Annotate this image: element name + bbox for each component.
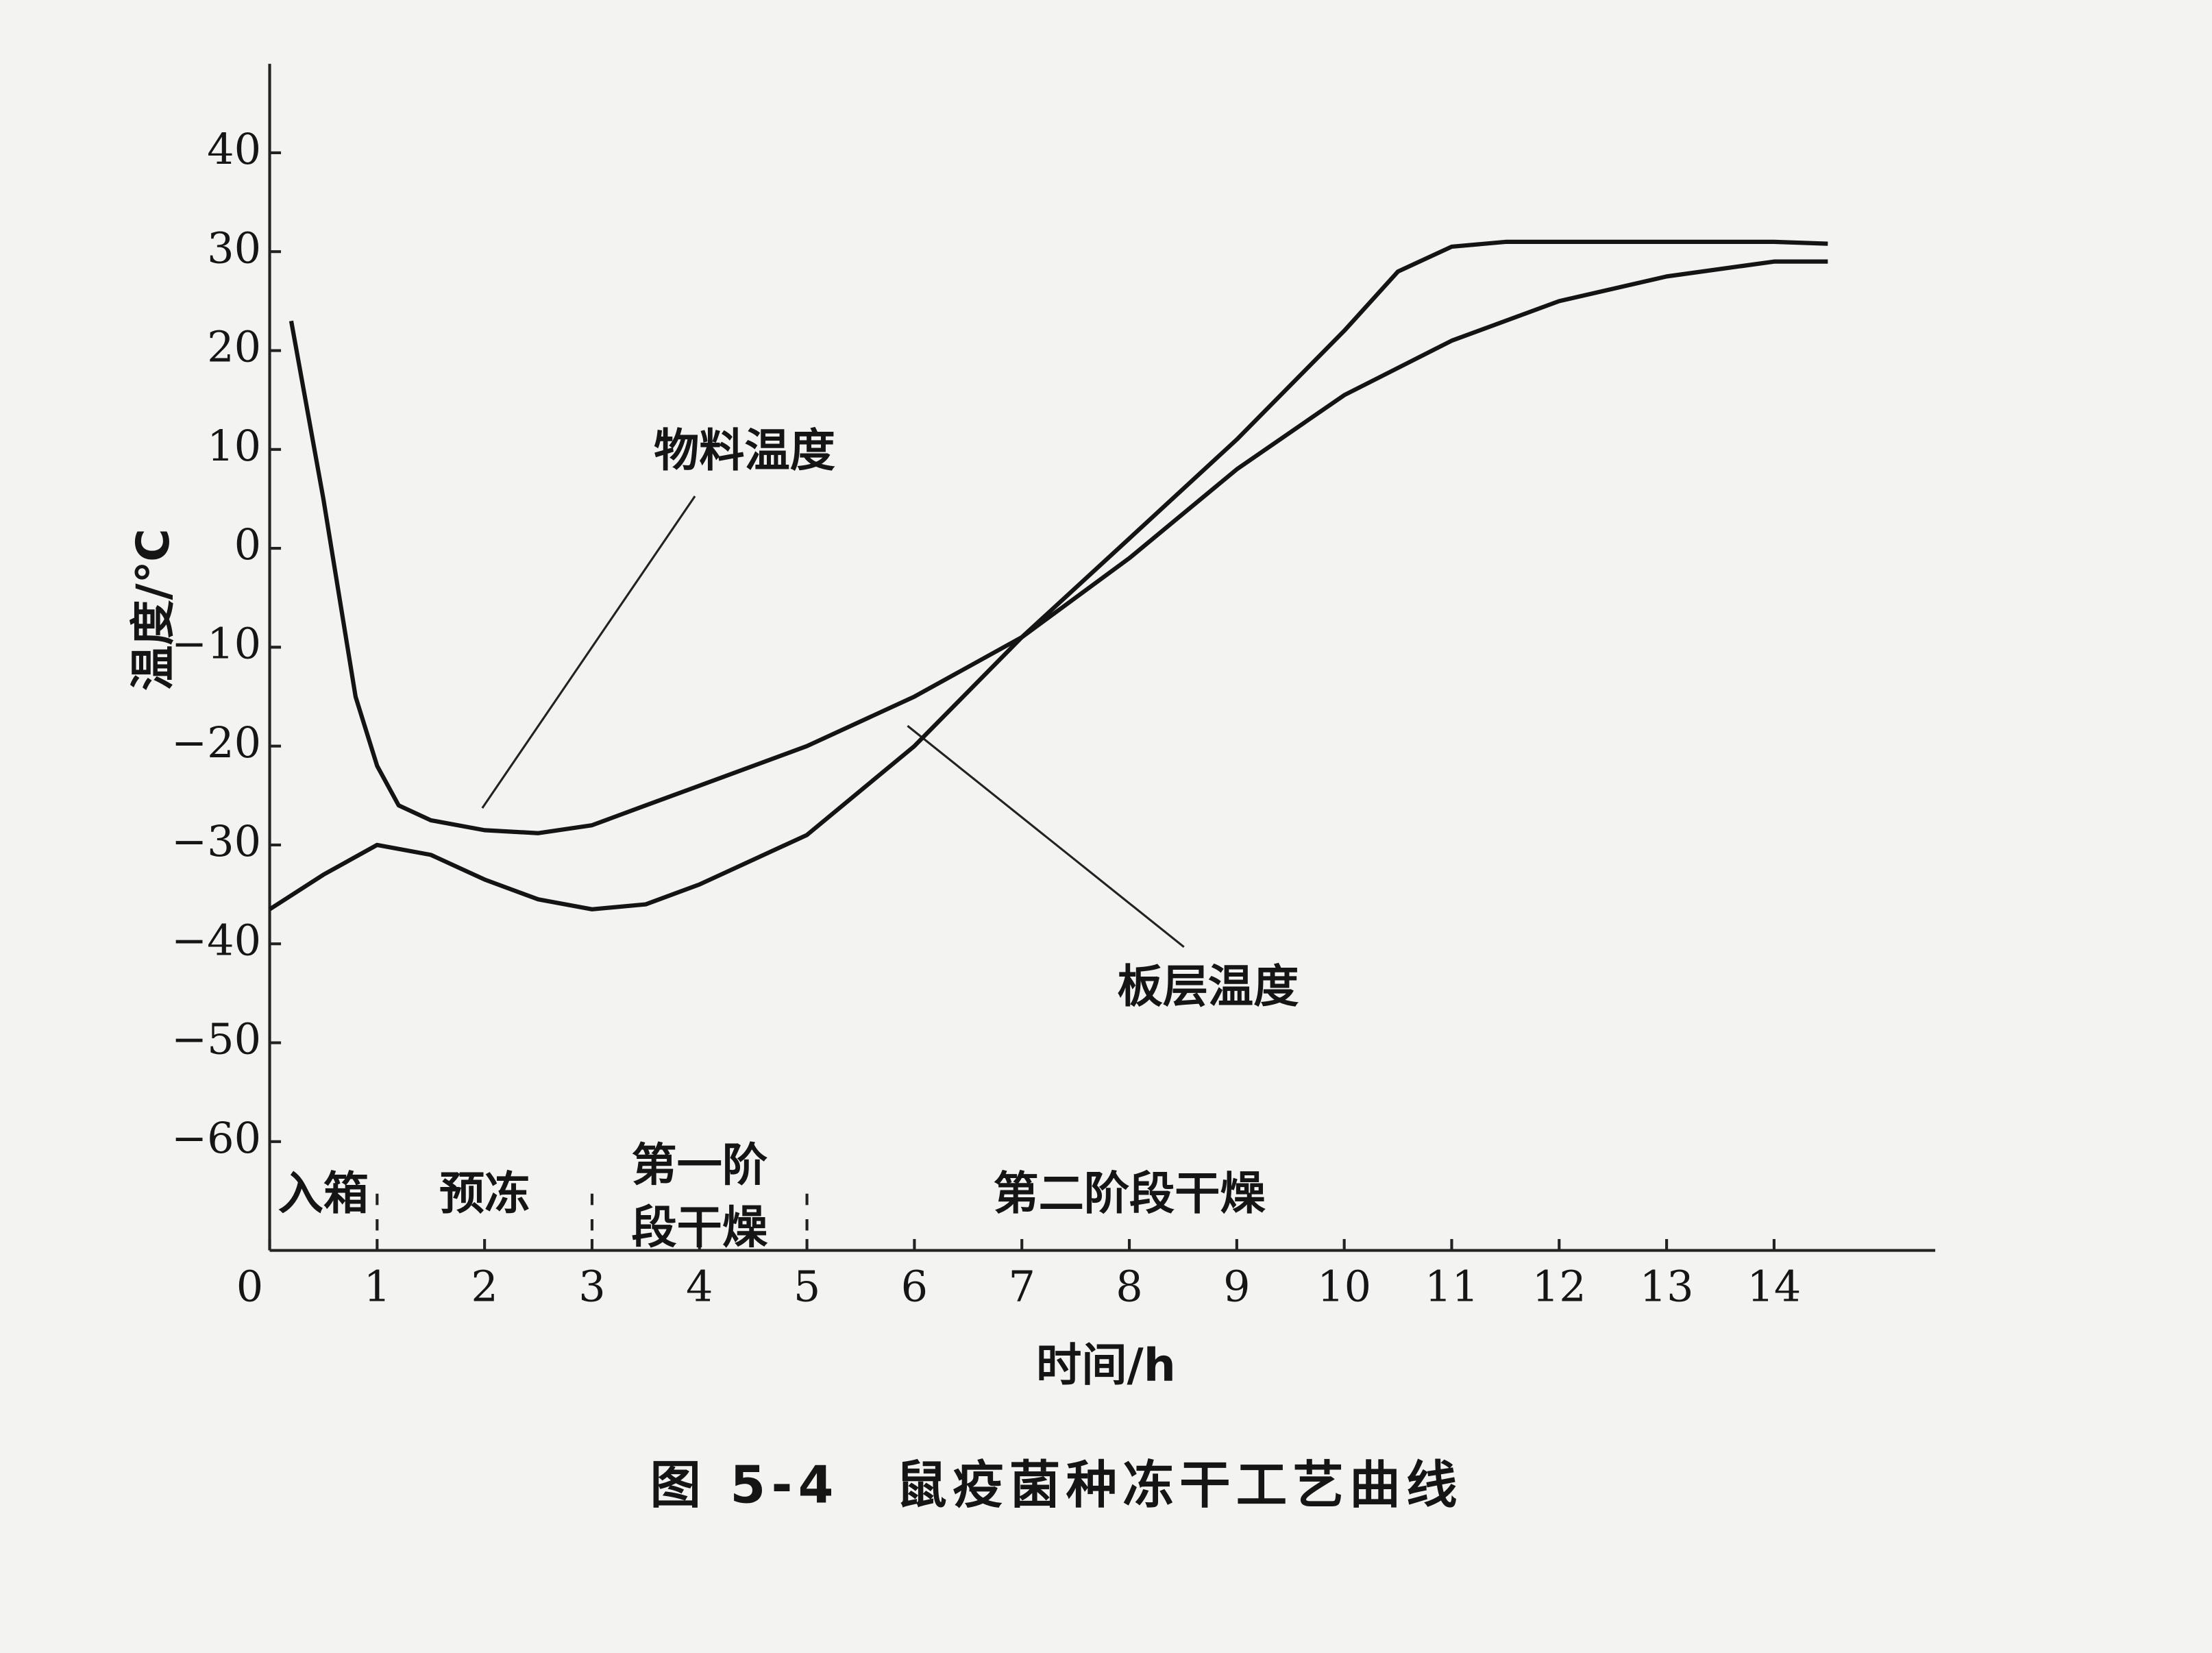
leader-line xyxy=(907,724,1185,948)
y-tick-label: 30 xyxy=(207,223,261,273)
y-tick-label: −30 xyxy=(171,816,261,866)
series-line xyxy=(288,259,1828,835)
x-tick-label: 8 xyxy=(1116,1262,1142,1312)
x-tick-label: 7 xyxy=(1008,1262,1035,1312)
phase-label: 预冻 xyxy=(439,1167,530,1220)
x-tick-label: 10 xyxy=(1317,1262,1371,1312)
x-tick-label: 12 xyxy=(1532,1262,1586,1312)
x-axis-label: 时间/h xyxy=(1036,1338,1176,1391)
y-tick-label: 10 xyxy=(207,421,261,471)
x-tick-label: 9 xyxy=(1223,1262,1250,1312)
phase-label: 第二阶段干燥 xyxy=(993,1167,1266,1220)
y-axis-label: 温度/℃ xyxy=(127,528,180,691)
series-label: 板层温度 xyxy=(1118,960,1299,1013)
y-tick-label: 40 xyxy=(207,124,261,174)
series-line xyxy=(268,239,1828,911)
y-tick-label: 20 xyxy=(207,322,261,372)
y-tick-label: −20 xyxy=(171,718,261,768)
phase-label: 入箱 xyxy=(278,1167,369,1220)
x-tick-label: 6 xyxy=(901,1262,928,1312)
y-tick-label: −40 xyxy=(171,915,261,965)
leader-line xyxy=(481,495,696,809)
x-tick-label: 2 xyxy=(471,1262,497,1312)
series-label: 物料温度 xyxy=(654,424,835,477)
chart-title: 图 5-4 鼠疫菌种冻干工艺曲线 xyxy=(650,1456,1462,1515)
phase-label: 第一阶段干燥 xyxy=(631,1139,767,1254)
y-tick-label: −60 xyxy=(171,1113,261,1163)
x-tick-label: 14 xyxy=(1747,1262,1801,1312)
x-tick-label: 4 xyxy=(686,1262,713,1312)
y-tick-label: −50 xyxy=(171,1014,261,1064)
y-tick-label: 0 xyxy=(234,519,261,570)
x-tick-label: 13 xyxy=(1640,1262,1694,1312)
x-tick-label: 0 xyxy=(236,1262,263,1312)
x-tick-label: 11 xyxy=(1425,1262,1479,1312)
x-tick-label: 3 xyxy=(578,1262,605,1312)
x-tick-label: 5 xyxy=(794,1262,820,1312)
x-tick-label: 1 xyxy=(364,1262,391,1312)
y-tick-label: −10 xyxy=(171,618,261,668)
